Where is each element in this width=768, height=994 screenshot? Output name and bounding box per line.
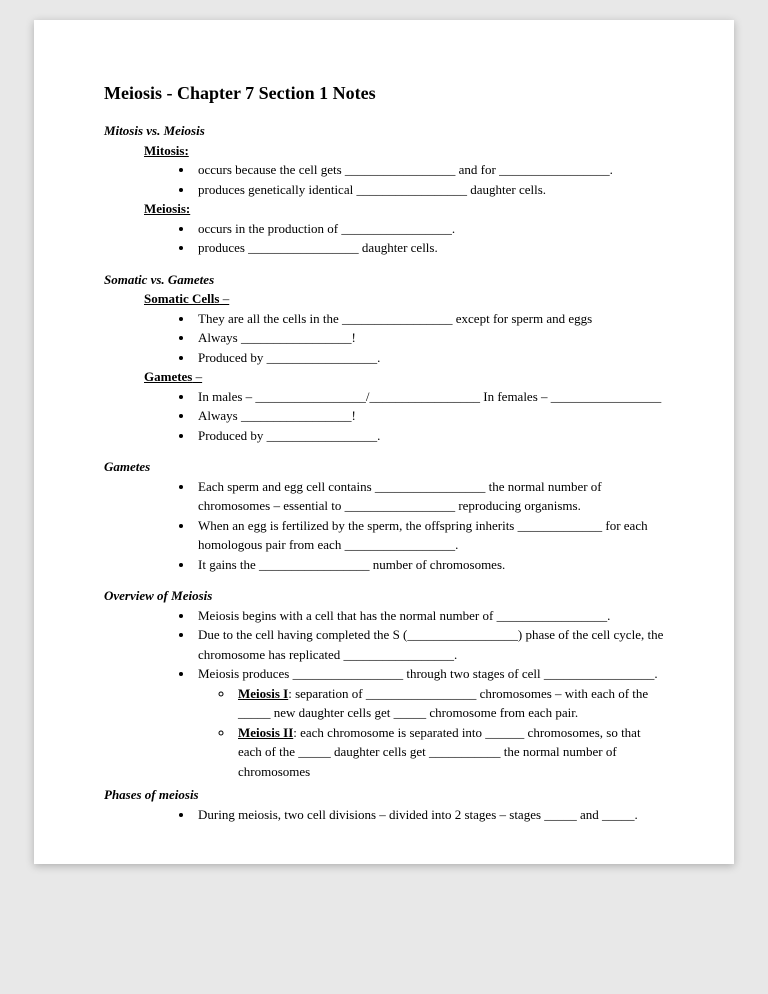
list-item: Meiosis I: separation of _______________… bbox=[234, 684, 664, 723]
meiosis-ii-label: Meiosis II bbox=[238, 725, 293, 740]
somatic-list: They are all the cells in the __________… bbox=[194, 309, 664, 368]
list-item: occurs in the production of ____________… bbox=[194, 219, 664, 239]
list-item: Meiosis produces _________________ throu… bbox=[194, 664, 664, 684]
list-item: produces genetically identical _________… bbox=[194, 180, 664, 200]
list-item: During meiosis, two cell divisions – div… bbox=[194, 805, 664, 825]
gametes-heading: Gametes – bbox=[144, 367, 664, 387]
gametes-detail-list: Each sperm and egg cell contains _______… bbox=[194, 477, 664, 575]
list-item: Due to the cell having completed the S (… bbox=[194, 625, 664, 664]
list-item: Produced by _________________. bbox=[194, 426, 664, 446]
gametes-list: In males – _________________/___________… bbox=[194, 387, 664, 446]
page-title: Meiosis - Chapter 7 Section 1 Notes bbox=[104, 80, 664, 107]
dash: – bbox=[192, 369, 202, 384]
list-item: They are all the cells in the __________… bbox=[194, 309, 664, 329]
list-item: produces _________________ daughter cell… bbox=[194, 238, 664, 258]
overview-list: Meiosis begins with a cell that has the … bbox=[194, 606, 664, 684]
list-item: Meiosis begins with a cell that has the … bbox=[194, 606, 664, 626]
section-mitosis-vs-meiosis: Mitosis vs. Meiosis bbox=[104, 121, 664, 141]
list-item: Always _________________! bbox=[194, 406, 664, 426]
somatic-label: Somatic Cells bbox=[144, 291, 219, 306]
list-item: When an egg is fertilized by the sperm, … bbox=[194, 516, 664, 555]
mitosis-heading: Mitosis: bbox=[144, 141, 664, 161]
meiosis-list: occurs in the production of ____________… bbox=[194, 219, 664, 258]
section-gametes: Gametes bbox=[104, 457, 664, 477]
mitosis-list: occurs because the cell gets ___________… bbox=[194, 160, 664, 199]
list-item: Meiosis II: each chromosome is separated… bbox=[234, 723, 664, 782]
meiosis-i-label: Meiosis I bbox=[238, 686, 288, 701]
list-item: It gains the _________________ number of… bbox=[194, 555, 664, 575]
phases-list: During meiosis, two cell divisions – div… bbox=[194, 805, 664, 825]
list-item: In males – _________________/___________… bbox=[194, 387, 664, 407]
list-item: Each sperm and egg cell contains _______… bbox=[194, 477, 664, 516]
gametes-label: Gametes bbox=[144, 369, 192, 384]
section-somatic-vs-gametes: Somatic vs. Gametes bbox=[104, 270, 664, 290]
list-item: Always _________________! bbox=[194, 328, 664, 348]
dash: – bbox=[219, 291, 229, 306]
meiosis-heading: Meiosis: bbox=[144, 199, 664, 219]
section-phases-meiosis: Phases of meiosis bbox=[104, 785, 664, 805]
section-overview-meiosis: Overview of Meiosis bbox=[104, 586, 664, 606]
list-item: Produced by _________________. bbox=[194, 348, 664, 368]
somatic-cells-heading: Somatic Cells – bbox=[144, 289, 664, 309]
document-page: Meiosis - Chapter 7 Section 1 Notes Mito… bbox=[34, 20, 734, 864]
meiosis-ii-text: : each chromosome is separated into ____… bbox=[238, 725, 641, 779]
meiosis-i-text: : separation of _________________ chromo… bbox=[238, 686, 648, 721]
list-item: occurs because the cell gets ___________… bbox=[194, 160, 664, 180]
meiosis-stages-list: Meiosis I: separation of _______________… bbox=[234, 684, 664, 782]
